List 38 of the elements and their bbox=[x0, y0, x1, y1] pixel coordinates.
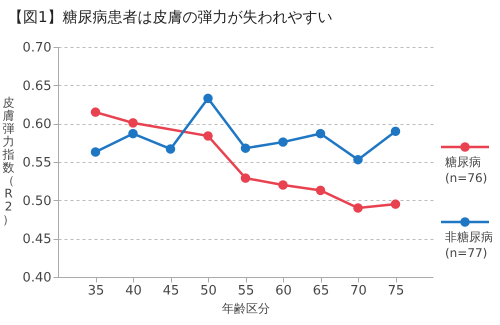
x-tick-label: 65 bbox=[312, 284, 330, 298]
y-tick-label: 0.70 bbox=[22, 40, 52, 56]
x-tick-label: 60 bbox=[275, 284, 292, 298]
point bbox=[316, 128, 326, 138]
point bbox=[128, 118, 138, 128]
legend-label: 糖尿病 (n=76) bbox=[445, 155, 488, 185]
y-tick-label: 0.60 bbox=[22, 117, 52, 132]
point bbox=[278, 137, 288, 147]
x-tick-label: 70 bbox=[350, 284, 367, 298]
point bbox=[278, 180, 288, 190]
point bbox=[90, 147, 100, 157]
point bbox=[353, 154, 363, 164]
y-tick-label: 0.50 bbox=[22, 194, 52, 209]
x-tick-label: 40 bbox=[125, 284, 142, 298]
x-tick-label: 50 bbox=[200, 284, 217, 298]
point bbox=[203, 131, 213, 141]
legend-label: 非糖尿病 (n=77) bbox=[445, 230, 493, 260]
point bbox=[316, 186, 326, 196]
chart-title: 【図1】糖尿病患者は皮膚の弾力が失われやすい bbox=[8, 8, 333, 26]
x-axis-title: 年齢区分 bbox=[222, 302, 270, 316]
point bbox=[90, 107, 100, 117]
x-tick-label: 55 bbox=[238, 284, 254, 298]
point bbox=[128, 128, 138, 138]
y-tick-label: 0.45 bbox=[22, 232, 52, 248]
y-tick-label: 0.55 bbox=[22, 156, 52, 170]
point bbox=[166, 144, 176, 154]
point bbox=[390, 126, 400, 136]
text: 皮膚弾力指数（R2） bbox=[2, 96, 14, 226]
x-tick-label: 35 bbox=[88, 284, 104, 298]
point bbox=[203, 94, 213, 104]
x-tick-label: 75 bbox=[388, 284, 404, 298]
point bbox=[353, 203, 363, 213]
y-tick-label: 0.40 bbox=[22, 270, 52, 286]
point bbox=[390, 199, 400, 209]
point bbox=[240, 143, 250, 153]
x-tick-label: 45 bbox=[162, 284, 180, 298]
y-tick-label: 0.65 bbox=[22, 78, 52, 94]
point bbox=[240, 173, 250, 183]
